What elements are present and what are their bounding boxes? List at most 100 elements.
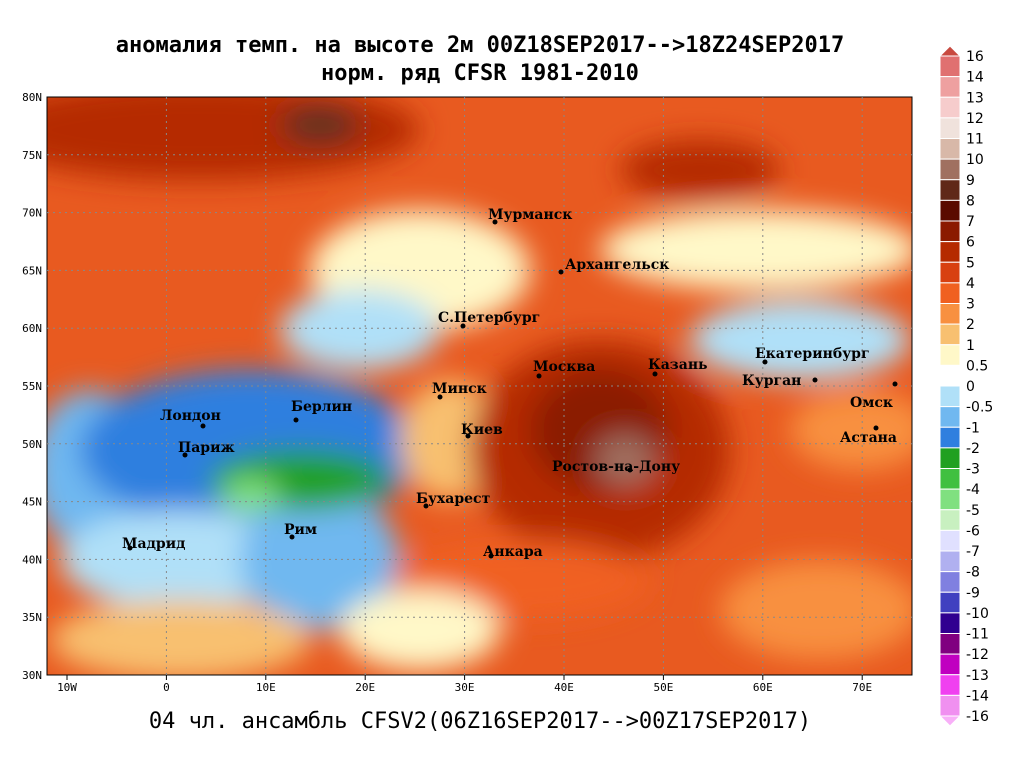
colorbar-label: -2 — [966, 441, 980, 457]
colorbar-label: -16 — [966, 709, 989, 725]
city-dot — [558, 269, 564, 275]
colorbar-swatch — [939, 323, 961, 346]
colorbar-swatch — [939, 509, 961, 531]
city-dot — [492, 219, 498, 225]
city-label: Архангельск — [565, 257, 669, 273]
city-label: Лондон — [160, 408, 221, 424]
city-label: Киев — [461, 422, 503, 438]
anomaly-field — [47, 97, 912, 675]
city-label: Курган — [742, 373, 801, 389]
colorbar-swatch — [939, 282, 961, 304]
lat-label: 65N — [22, 264, 42, 277]
colorbar-label: -3 — [966, 462, 980, 478]
city-dot — [652, 371, 658, 377]
colorbar-swatch — [939, 96, 961, 119]
lon-label: 10W — [57, 681, 77, 694]
colorbar-label: 16 — [966, 49, 984, 65]
city-dot — [465, 433, 471, 439]
lat-label: 60N — [22, 322, 42, 335]
city-dot — [423, 503, 429, 509]
colorbar-swatch — [939, 220, 961, 243]
colorbar-swatch — [939, 138, 961, 160]
colorbar-swatch — [939, 303, 961, 325]
city-dot — [182, 452, 188, 458]
city-dot — [536, 373, 542, 379]
colorbar-swatch — [939, 591, 961, 614]
colorbar-swatch — [939, 364, 961, 387]
city-dot — [460, 323, 466, 329]
city-dot — [627, 467, 633, 473]
colorbar-label: -0.5 — [966, 400, 993, 416]
colorbar-label: -14 — [966, 688, 989, 704]
colorbar-label: -8 — [966, 565, 980, 581]
lon-label: 50E — [653, 681, 673, 694]
city-label: Бухарест — [416, 491, 491, 507]
city-dot — [873, 425, 879, 431]
colorbar-label: 0 — [966, 379, 975, 395]
city-label: Ростов-на-Дону — [552, 459, 680, 475]
colorbar-label: 14 — [966, 70, 984, 86]
colorbar-label: 13 — [966, 90, 984, 106]
colorbar-swatch — [939, 488, 961, 511]
colorbar-swatch — [939, 694, 961, 717]
city-label: Берлин — [291, 399, 352, 415]
city-label: Москва — [533, 359, 595, 375]
city-label: С.Петербург — [438, 310, 540, 326]
colorbar-label: 5 — [966, 255, 975, 271]
colorbar-label: 6 — [966, 235, 975, 251]
city-dot — [488, 553, 494, 559]
colorbar-label: 3 — [966, 297, 975, 313]
colorbar-label: 4 — [966, 276, 975, 292]
colorbar-swatch — [939, 385, 961, 408]
lat-label: 45N — [22, 496, 42, 509]
colorbar-swatch — [939, 241, 961, 263]
colorbar-label: 10 — [966, 152, 984, 168]
lon-label: 0 — [163, 681, 170, 694]
colorbar-label: -11 — [966, 627, 989, 643]
city-label: Мурманск — [488, 207, 572, 223]
colorbar-label: 8 — [966, 193, 975, 209]
lat-label: 40N — [22, 553, 42, 566]
lat-label: 30N — [22, 669, 42, 682]
colorbar-label: 0.5 — [966, 358, 988, 374]
colorbar-swatch — [939, 158, 961, 181]
colorbar-swatch — [939, 117, 961, 139]
city-dot — [437, 394, 443, 400]
colorbar-label: 12 — [966, 111, 984, 127]
lon-label: 60E — [753, 681, 773, 694]
lat-label: 75N — [22, 149, 42, 162]
colorbar-label: -4 — [966, 482, 980, 498]
city-label: Екатеринбург — [755, 346, 870, 362]
colorbar-label: -7 — [966, 544, 980, 560]
colorbar-swatch — [939, 261, 961, 284]
city-dot — [127, 545, 133, 551]
city-label: Казань — [648, 357, 708, 373]
city-dot — [892, 381, 898, 387]
city-label: Минск — [432, 381, 487, 397]
lat-label: 70N — [22, 207, 42, 220]
colorbar-label: -6 — [966, 523, 980, 539]
lat-label: 35N — [22, 611, 42, 624]
colorbar-label: 2 — [966, 317, 975, 333]
lon-label: 70E — [852, 681, 872, 694]
colorbar-swatch — [939, 179, 961, 201]
lat-label: 55N — [22, 380, 42, 393]
colorbar-swatch — [939, 199, 961, 222]
colorbar-swatch — [939, 529, 961, 552]
colorbar-end — [938, 45, 962, 57]
city-dot — [289, 534, 295, 540]
colorbar-label: 1 — [966, 338, 975, 354]
city-dot — [762, 359, 768, 365]
colorbar-swatch — [939, 406, 961, 428]
city-label: Анкара — [483, 544, 543, 560]
lon-label: 10E — [256, 681, 276, 694]
colorbar-label: -10 — [966, 606, 989, 622]
city-dot — [812, 377, 818, 383]
lon-label: 30E — [455, 681, 475, 694]
city-label: Мадрид — [122, 536, 185, 552]
colorbar-label: 9 — [966, 173, 975, 189]
lon-label: 20E — [355, 681, 375, 694]
subtitle: норм. ряд CFSR 1981-2010 — [321, 61, 639, 86]
colorbar-label: -9 — [966, 585, 980, 601]
